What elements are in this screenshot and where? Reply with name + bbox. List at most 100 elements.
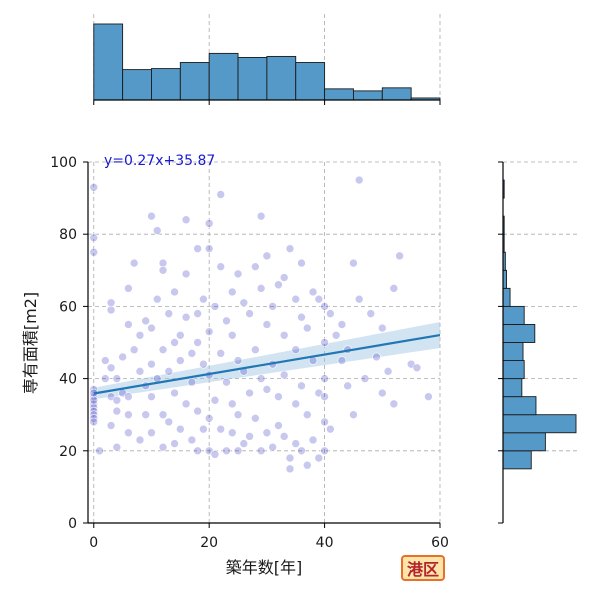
scatter-point [297, 312, 306, 322]
y-tick-label: 80 [59, 227, 77, 243]
scatter-point [89, 410, 99, 420]
scatter-point [262, 428, 272, 438]
scatter-point [199, 359, 208, 369]
scatter-point [279, 370, 289, 380]
scatter-point [147, 392, 156, 401]
main-ticks: 0 20 40 60 0 20 40 60 80 100 [50, 155, 449, 551]
marginal-x-bar [208, 52, 239, 101]
marginal-y-bar [502, 360, 525, 380]
y-tick-label: 0 [68, 516, 77, 532]
scatter-point [89, 417, 99, 427]
scatter-point [256, 211, 266, 221]
scatter-point [291, 439, 301, 448]
scatter-point [227, 428, 237, 438]
scatter-point [331, 330, 341, 340]
scatter-point [320, 417, 329, 427]
scatter-point [135, 367, 145, 376]
scatter-point [158, 442, 168, 452]
scatter-point [89, 403, 99, 412]
scatter-point [112, 395, 122, 405]
scatter-point [377, 323, 387, 333]
scatter-point [158, 410, 168, 420]
scatter-point [164, 309, 174, 318]
scatter-point [262, 251, 272, 261]
scatter-point [106, 298, 116, 308]
marginal-x-bar [93, 23, 124, 101]
scatter-point [360, 374, 370, 383]
marginal-x-bar [352, 90, 383, 101]
scatter-point [164, 367, 174, 376]
scatter-point [222, 377, 231, 387]
scatter-point [233, 356, 243, 365]
marginal-x-bar [324, 88, 354, 101]
y-axis-label: 専有面積[m2] [21, 292, 40, 394]
y-tick-label: 100 [50, 155, 77, 171]
marginal-x-bar [381, 87, 412, 101]
y-tick-label: 40 [59, 372, 77, 388]
scatter-point [187, 377, 197, 387]
ward-badge: 港区 [401, 555, 446, 581]
scatter-point [256, 374, 266, 383]
scatter-point [227, 399, 237, 409]
marginal-y-bar [502, 378, 523, 398]
scatter-point [251, 345, 260, 355]
scatter-point [251, 414, 260, 423]
scatter-point [170, 388, 179, 398]
scatter-point [199, 424, 208, 434]
scatter-point [176, 424, 185, 434]
scatter-point [424, 392, 433, 401]
scatter-point [89, 233, 99, 243]
scatter-point [210, 395, 220, 405]
scatter-point [320, 374, 329, 383]
scatter-point [302, 410, 312, 420]
scatter-point [129, 258, 139, 268]
scatter-point [187, 349, 197, 358]
scatter-point [233, 269, 243, 279]
scatter-point [337, 356, 347, 365]
marginal-x-bar [237, 56, 268, 101]
scatter-point [383, 367, 393, 376]
scatter-point [95, 446, 104, 456]
scatter-point [216, 262, 226, 271]
scatter-point [412, 363, 422, 373]
scatter-point [193, 446, 202, 456]
scatter-point [135, 435, 145, 445]
scatter-point [251, 262, 260, 271]
scatter-point [377, 388, 387, 398]
scatter-point [170, 338, 179, 347]
scatter-point [181, 312, 191, 322]
scatter-point [181, 215, 191, 225]
scatter-point [158, 265, 168, 275]
scatter-point [89, 399, 99, 409]
marginal-y-bar [502, 396, 537, 416]
scatter-point [256, 446, 266, 456]
scatter-point [395, 251, 404, 261]
scatter-point [193, 338, 202, 347]
scatter-point [89, 395, 99, 405]
scatter-point [227, 287, 237, 297]
scatter-point [135, 330, 145, 340]
scatter-point [268, 442, 277, 452]
scatter-point [239, 298, 249, 308]
regression-equation: y=0.27x+35.87 [104, 153, 215, 169]
scatter-point [164, 417, 174, 427]
x-tick-label: 40 [316, 535, 334, 551]
scatter-point [193, 244, 202, 253]
scatter-point [291, 399, 301, 409]
y-tick-label: 20 [59, 444, 77, 460]
x-axis-label: 築年数[年] [226, 558, 303, 577]
scatter-point [170, 287, 179, 297]
scatter-point [141, 316, 151, 326]
scatter-point [187, 435, 197, 445]
scatter-point [274, 421, 283, 430]
x-tick-label: 20 [200, 535, 218, 551]
marginal-y-bar [502, 342, 524, 361]
scatter-point [233, 410, 243, 420]
x-tick-label: 60 [431, 535, 449, 551]
scatter-point [291, 294, 301, 304]
marginal-x-bar [122, 69, 152, 101]
scatter-point [320, 302, 329, 311]
scatter-point [124, 320, 133, 329]
scatter-point [349, 410, 358, 420]
